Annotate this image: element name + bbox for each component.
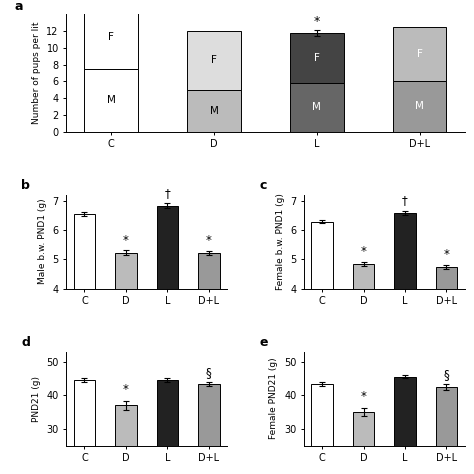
Text: *: * (444, 248, 449, 261)
Bar (187, 31, 241, 90)
Bar (156, 206, 178, 406)
Bar (394, 377, 416, 474)
Bar (394, 213, 416, 406)
Text: a: a (15, 0, 23, 12)
Bar (84, 6, 138, 69)
Bar (156, 380, 178, 474)
Bar (115, 253, 137, 406)
Bar (436, 387, 457, 474)
Bar (393, 27, 447, 82)
Text: F: F (314, 53, 320, 63)
Text: §: § (444, 368, 449, 382)
Bar (198, 383, 219, 474)
Text: M: M (415, 101, 424, 111)
Text: †: † (164, 187, 170, 200)
Bar (187, 90, 241, 132)
Y-axis label: PND21 (g): PND21 (g) (32, 375, 41, 421)
Text: M: M (312, 102, 321, 112)
Bar (73, 380, 95, 474)
Y-axis label: Female b.w. PND1 (g): Female b.w. PND1 (g) (275, 193, 284, 290)
Text: M: M (210, 106, 219, 116)
Y-axis label: Male b.w. PND1 (g): Male b.w. PND1 (g) (38, 199, 47, 284)
Text: F: F (417, 49, 423, 59)
Text: d: d (21, 336, 30, 349)
Text: *: * (361, 390, 366, 402)
Bar (311, 383, 333, 474)
Bar (353, 264, 374, 406)
Text: *: * (123, 383, 129, 396)
Text: b: b (21, 179, 30, 192)
Text: c: c (259, 179, 266, 192)
Y-axis label: Female PND21 (g): Female PND21 (g) (269, 358, 278, 439)
Text: *: * (123, 234, 129, 247)
Text: §: § (206, 366, 212, 379)
Y-axis label: Number of pups per lit: Number of pups per lit (32, 22, 41, 124)
Text: F: F (211, 55, 217, 65)
Text: F: F (108, 32, 114, 42)
Text: *: * (314, 15, 320, 28)
Text: M: M (107, 95, 116, 105)
Bar (353, 412, 374, 474)
Bar (84, 69, 138, 132)
Bar (436, 266, 457, 406)
Text: †: † (402, 194, 408, 207)
Bar (393, 82, 447, 132)
Bar (290, 83, 344, 132)
Text: e: e (259, 336, 267, 349)
Bar (73, 214, 95, 406)
Bar (311, 222, 333, 406)
Bar (290, 33, 344, 83)
Bar (198, 253, 219, 406)
Text: *: * (361, 245, 366, 258)
Bar (115, 405, 137, 474)
Text: *: * (206, 234, 212, 247)
